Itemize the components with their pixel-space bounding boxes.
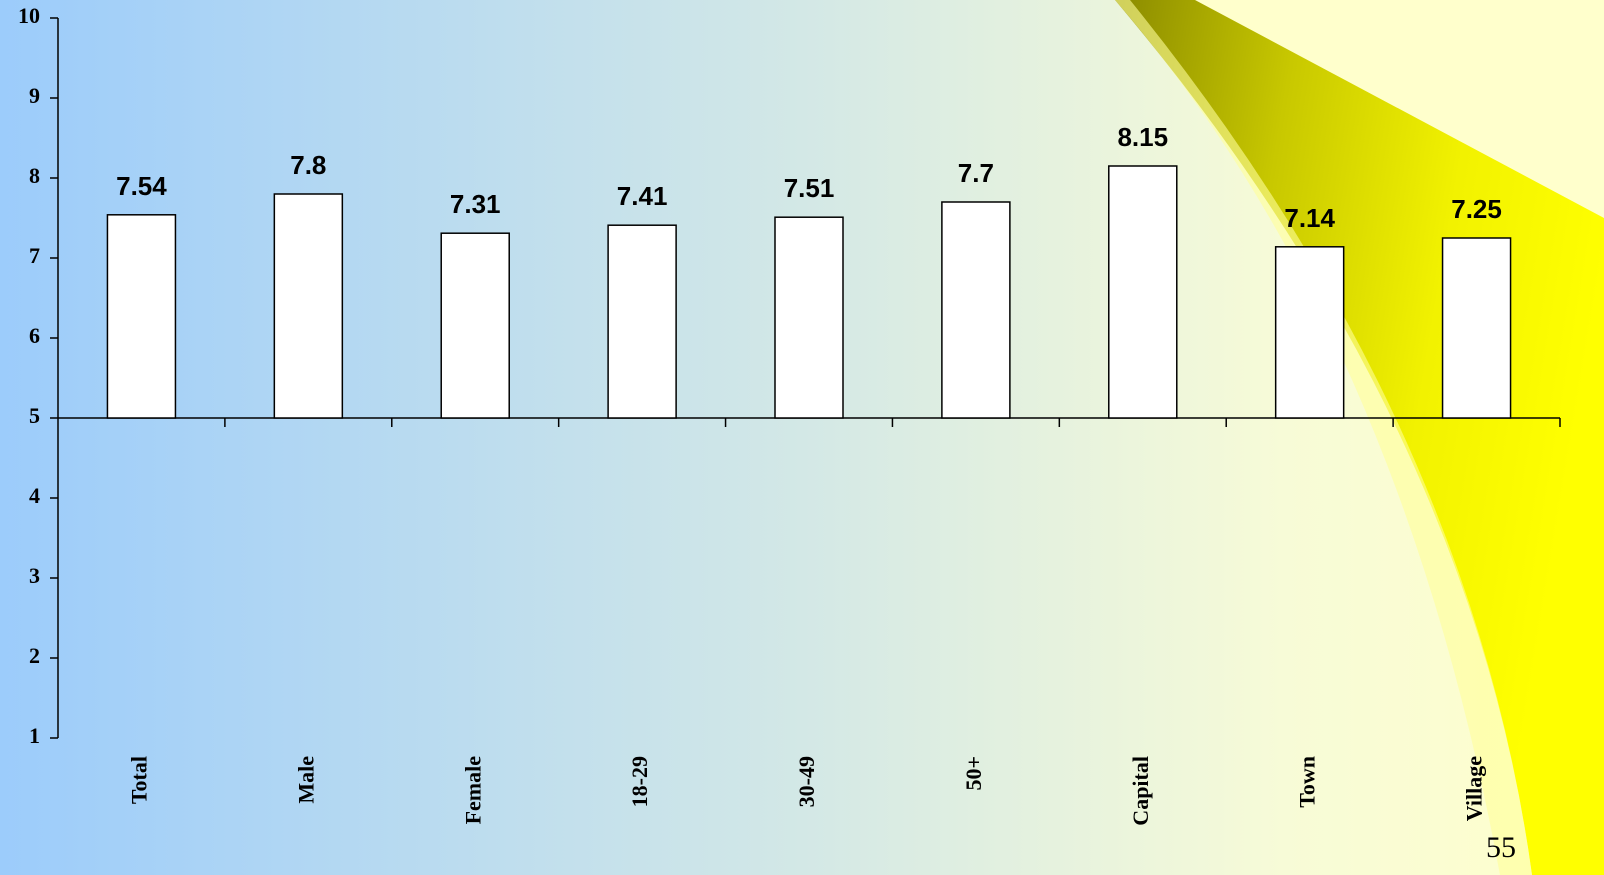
x-tick-label: Town xyxy=(1295,756,1320,808)
x-tick-label: 50+ xyxy=(961,756,986,791)
bar xyxy=(607,224,677,419)
value-label: 8.15 xyxy=(1117,122,1168,152)
y-tick-label: 8 xyxy=(29,163,40,188)
value-label: 7.8 xyxy=(290,150,326,180)
x-tick-label: 30-49 xyxy=(794,756,819,807)
y-tick-label: 4 xyxy=(29,483,40,508)
x-tick-label: Capital xyxy=(1128,756,1153,826)
x-tick-label: Female xyxy=(460,756,485,825)
bar xyxy=(106,214,177,419)
bar xyxy=(941,201,1011,419)
y-tick-label: 5 xyxy=(29,403,40,428)
decor-sweep xyxy=(1115,0,1604,875)
value-label: 7.41 xyxy=(617,181,668,211)
x-tick-label: Male xyxy=(293,756,318,804)
y-tick-label: 1 xyxy=(29,723,40,748)
y-tick-label: 2 xyxy=(29,643,40,668)
y-tick-label: 3 xyxy=(29,563,40,588)
bar xyxy=(1274,246,1345,419)
page-number: 55 xyxy=(1486,831,1516,864)
x-tick-label: Total xyxy=(126,756,151,804)
value-label: 7.54 xyxy=(116,171,167,201)
plot-area: 1 2 3 4 5 6 7 8 9 10 Total 7.54 Male 7.8 Female 7.31 18-… xyxy=(18,3,1561,826)
y-tick-label: 6 xyxy=(29,323,40,348)
bar xyxy=(774,216,844,419)
value-label: 7.25 xyxy=(1451,194,1502,224)
value-label: 7.51 xyxy=(784,173,835,203)
bar xyxy=(1441,237,1512,419)
value-label: 7.14 xyxy=(1284,203,1335,233)
value-label: 7.7 xyxy=(958,158,994,188)
bar xyxy=(440,232,510,419)
decor-edge xyxy=(1115,0,1532,875)
bar xyxy=(1108,165,1178,419)
y-tick-label: 10 xyxy=(18,3,40,28)
bar xyxy=(273,193,344,419)
y-tick-label: 9 xyxy=(29,83,40,108)
value-label: 7.31 xyxy=(450,189,501,219)
x-tick-label: 18-29 xyxy=(627,756,652,807)
decor-fold xyxy=(1195,0,1604,218)
y-tick-label: 7 xyxy=(29,243,40,268)
x-tick-label: Village xyxy=(1462,756,1487,821)
